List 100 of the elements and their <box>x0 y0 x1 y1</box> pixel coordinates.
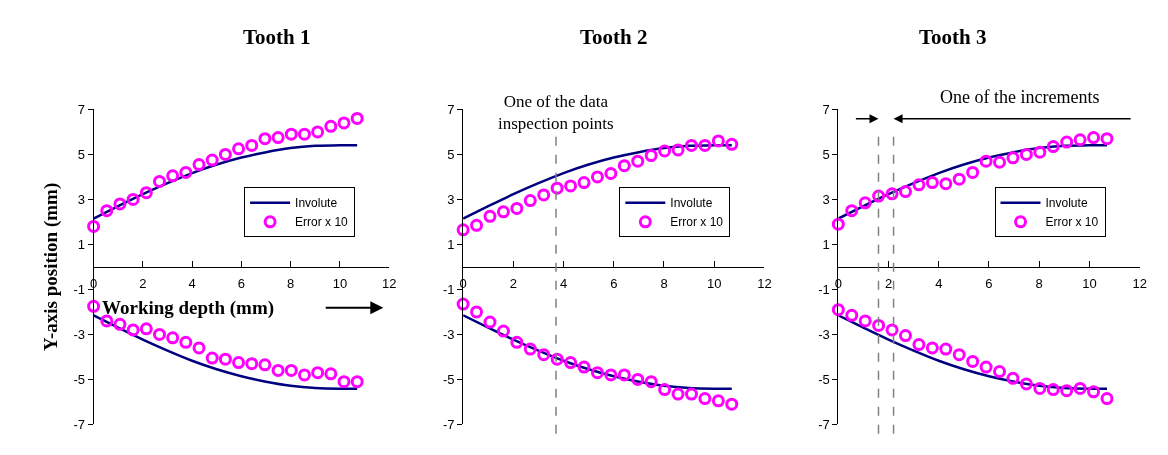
point <box>564 356 578 370</box>
point <box>617 368 631 382</box>
point <box>166 331 180 345</box>
point <box>939 342 953 356</box>
point <box>337 116 351 130</box>
point <box>311 125 325 139</box>
point <box>271 363 285 377</box>
point <box>232 356 246 370</box>
point <box>644 149 658 163</box>
point <box>284 363 298 377</box>
legend-label: Error x 10 <box>295 215 349 230</box>
point <box>271 131 285 145</box>
x-tick-label: 2 <box>884 275 893 291</box>
x-tick-label: 4 <box>559 275 568 291</box>
y-axis-title: Y-axis position (mm) <box>40 182 63 351</box>
y-tick-label: -5 <box>442 371 455 387</box>
point <box>671 387 685 401</box>
legend-label: Involute <box>295 196 338 211</box>
point <box>126 323 140 337</box>
point <box>483 209 497 223</box>
point <box>550 181 564 195</box>
point <box>631 372 645 386</box>
point <box>711 134 725 148</box>
point <box>87 299 101 313</box>
y-tick-label: 1 <box>822 236 830 252</box>
point <box>297 127 311 141</box>
point <box>831 217 845 231</box>
point <box>993 155 1007 169</box>
point <box>537 188 551 202</box>
point <box>644 375 658 389</box>
point <box>1087 131 1101 145</box>
y-tick-label: 5 <box>822 146 830 162</box>
point <box>537 348 551 362</box>
point <box>258 132 272 146</box>
point <box>324 119 338 133</box>
ref-line-label: One of the data inspection points <box>498 92 614 134</box>
chart-title: Tooth 1 <box>243 25 311 49</box>
legend-label: Error x 10 <box>670 215 724 230</box>
point <box>979 154 993 168</box>
point <box>952 172 966 186</box>
point <box>456 223 470 237</box>
point <box>684 387 698 401</box>
x-tick-label: 12 <box>1132 275 1147 291</box>
y-tick-label: 5 <box>77 146 85 162</box>
point <box>912 178 926 192</box>
y-tick-label: 3 <box>822 191 830 207</box>
y-tick-label: 7 <box>77 101 85 117</box>
point <box>152 174 166 188</box>
point <box>698 138 712 152</box>
point <box>899 185 912 199</box>
point <box>577 176 591 190</box>
x-tick-label: 12 <box>381 275 397 291</box>
point <box>87 219 101 233</box>
x-tick-label: 4 <box>188 275 196 291</box>
x-tick-label: 12 <box>757 275 772 291</box>
point <box>523 342 537 356</box>
point <box>350 111 364 125</box>
y-tick-label: 5 <box>447 146 455 162</box>
point <box>192 341 206 355</box>
x-tick-label: 10 <box>332 275 348 291</box>
point <box>966 165 980 179</box>
point <box>845 204 859 218</box>
point <box>1033 381 1047 395</box>
x-tick-label: 6 <box>610 275 618 291</box>
x-tick-label: 2 <box>509 275 517 291</box>
point <box>1006 151 1020 165</box>
point <box>483 315 497 329</box>
point <box>671 143 685 157</box>
point <box>470 218 484 232</box>
point <box>496 324 510 338</box>
point <box>297 368 311 382</box>
point <box>577 360 591 374</box>
y-tick-label: -7 <box>442 416 455 432</box>
point <box>604 368 618 382</box>
point <box>523 194 537 208</box>
point <box>912 338 926 352</box>
point <box>324 367 338 381</box>
point <box>711 394 725 408</box>
point <box>1100 132 1114 146</box>
legend-label: Error x 10 <box>1045 215 1099 230</box>
point <box>966 354 980 368</box>
point <box>979 360 993 374</box>
point <box>470 305 484 319</box>
y-tick-label: 1 <box>77 236 85 252</box>
point <box>284 127 298 141</box>
y-tick-label: 7 <box>447 101 455 117</box>
point <box>1019 147 1033 161</box>
y-tick-label: -1 <box>442 281 455 297</box>
point <box>205 351 219 365</box>
y-tick-label: -5 <box>73 371 85 387</box>
legend-label: Involute <box>670 196 713 211</box>
point <box>939 177 953 191</box>
point <box>1060 384 1074 398</box>
point <box>658 144 672 158</box>
chart-title: Tooth 2 <box>580 25 648 49</box>
y-tick-label: 1 <box>447 236 455 252</box>
y-tick-label: -7 <box>73 416 85 432</box>
point <box>100 204 114 218</box>
y-tick-label: 7 <box>822 101 830 117</box>
text: One of the increments <box>940 87 1100 107</box>
